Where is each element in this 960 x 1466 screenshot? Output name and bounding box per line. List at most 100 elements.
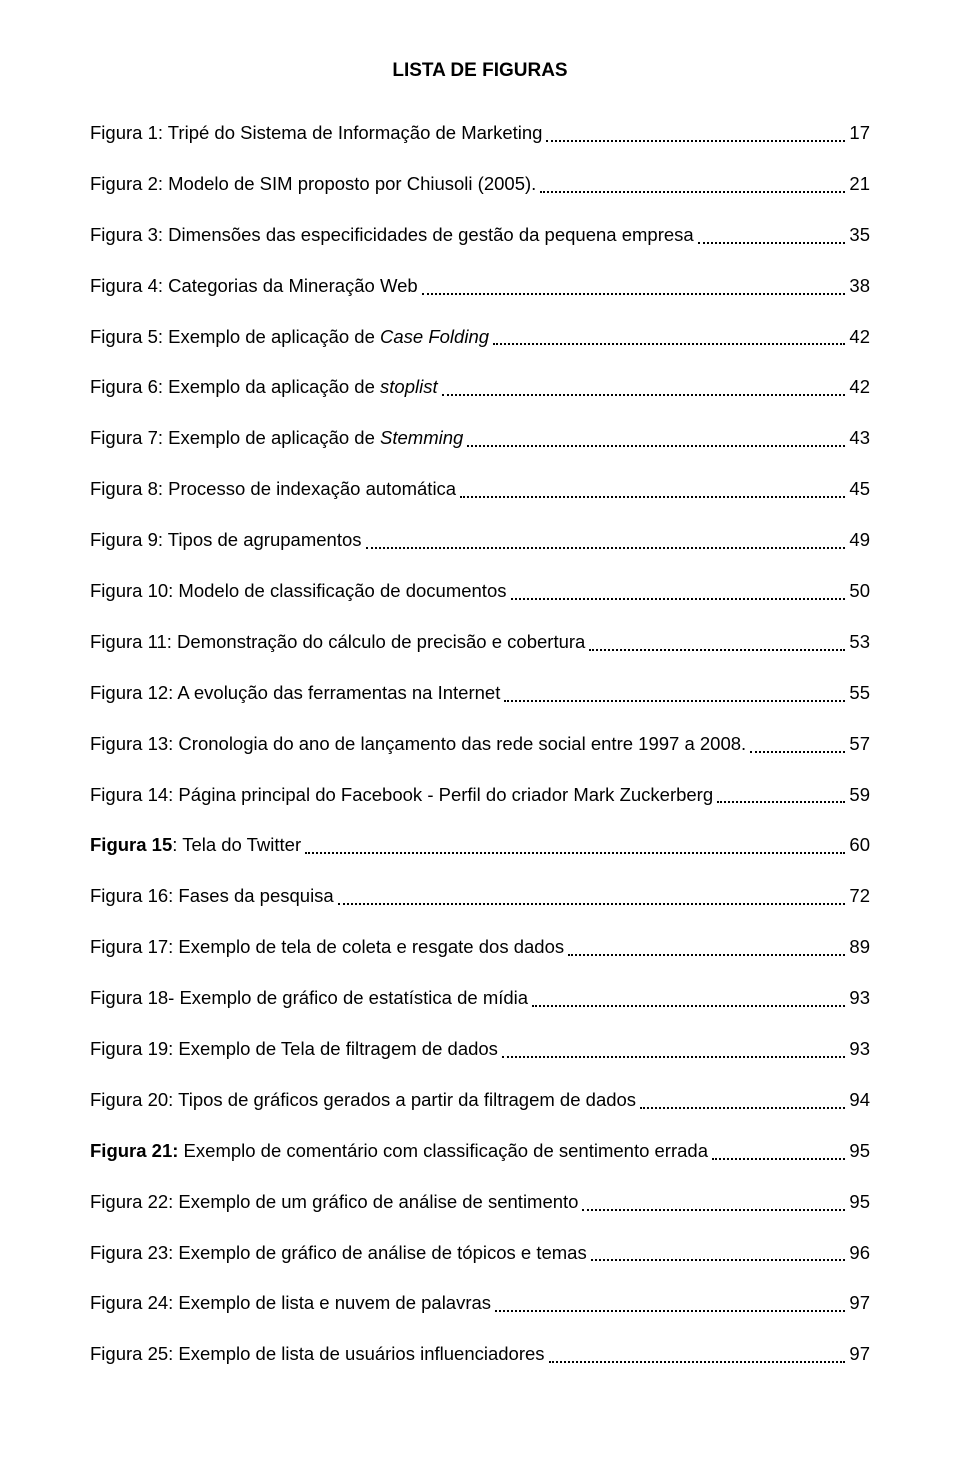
- list-title: LISTA DE FIGURAS: [90, 60, 870, 82]
- dot-leader: [305, 838, 845, 855]
- dot-leader: [493, 329, 845, 346]
- label-italic: Case Folding: [380, 326, 489, 347]
- figure-list: Figura 1: Tripé do Sistema de Informação…: [90, 120, 870, 1367]
- page-number: 53: [849, 629, 870, 655]
- label-text: Figura 7: Exemplo de aplicação de: [90, 427, 380, 448]
- page-number: 95: [849, 1138, 870, 1164]
- dot-leader: [640, 1092, 845, 1109]
- figure-entry: Figura 13: Cronologia do ano de lançamen…: [90, 731, 870, 757]
- page-number: 35: [849, 222, 870, 248]
- page-number: 57: [849, 731, 870, 757]
- dot-leader: [750, 736, 845, 753]
- figure-label: Figura 10: Modelo de classificação de do…: [90, 578, 507, 604]
- page-number: 17: [849, 120, 870, 146]
- page-number: 50: [849, 578, 870, 604]
- figure-label: Figura 12: A evolução das ferramentas na…: [90, 680, 500, 706]
- figure-entry: Figura 23: Exemplo de gráfico de análise…: [90, 1240, 870, 1266]
- dot-leader: [698, 227, 846, 244]
- dot-leader: [532, 990, 845, 1007]
- figure-label: Figura 25: Exemplo de lista de usuários …: [90, 1341, 545, 1367]
- page-number: 89: [849, 934, 870, 960]
- figure-entry: Figura 22: Exemplo de um gráfico de anál…: [90, 1189, 870, 1215]
- page-number: 55: [849, 680, 870, 706]
- figure-label: Figura 18- Exemplo de gráfico de estatís…: [90, 985, 528, 1011]
- figure-entry: Figura 16: Fases da pesquisa 72: [90, 883, 870, 909]
- figure-entry: Figura 2: Modelo de SIM proposto por Chi…: [90, 171, 870, 197]
- figure-entry: Figura 7: Exemplo de aplicação de Stemmi…: [90, 425, 870, 451]
- figure-entry: Figura 21: Exemplo de comentário com cla…: [90, 1138, 870, 1164]
- figure-label: Figura 14: Página principal do Facebook …: [90, 782, 713, 808]
- figure-label: Figura 9: Tipos de agrupamentos: [90, 527, 362, 553]
- figure-label: Figura 6: Exemplo da aplicação de stopli…: [90, 374, 438, 400]
- dot-leader: [712, 1143, 845, 1160]
- dot-leader: [442, 380, 846, 397]
- page-number: 49: [849, 527, 870, 553]
- label-italic: stoplist: [380, 376, 438, 397]
- dot-leader: [460, 481, 845, 498]
- dot-leader: [540, 176, 845, 193]
- figure-entry: Figura 17: Exemplo de tela de coleta e r…: [90, 934, 870, 960]
- label-text: Figura 5: Exemplo de aplicação de: [90, 326, 380, 347]
- page-number: 42: [849, 324, 870, 350]
- figure-label: Figura 20: Tipos de gráficos gerados a p…: [90, 1087, 636, 1113]
- page-number: 95: [849, 1189, 870, 1215]
- dot-leader: [591, 1245, 846, 1262]
- page-number: 38: [849, 273, 870, 299]
- figure-label: Figura 23: Exemplo de gráfico de análise…: [90, 1240, 587, 1266]
- figure-entry: Figura 24: Exemplo de lista e nuvem de p…: [90, 1290, 870, 1316]
- figure-entry: Figura 6: Exemplo da aplicação de stopli…: [90, 374, 870, 400]
- figure-label: Figura 7: Exemplo de aplicação de Stemmi…: [90, 425, 463, 451]
- label-text: Figura 6: Exemplo da aplicação de: [90, 376, 380, 397]
- figure-label: Figura 24: Exemplo de lista e nuvem de p…: [90, 1290, 491, 1316]
- dot-leader: [546, 125, 845, 142]
- figure-label: Figura 16: Fases da pesquisa: [90, 883, 334, 909]
- page-number: 60: [849, 832, 870, 858]
- page-number: 43: [849, 425, 870, 451]
- dot-leader: [366, 532, 846, 549]
- label-bold: Figura 21:: [90, 1140, 178, 1161]
- dot-leader: [582, 1194, 845, 1211]
- figure-entry: Figura 25: Exemplo de lista de usuários …: [90, 1341, 870, 1367]
- label-text: Exemplo de comentário com classificação …: [178, 1140, 708, 1161]
- dot-leader: [467, 431, 845, 448]
- page-number: 94: [849, 1087, 870, 1113]
- label-italic: Stemming: [380, 427, 463, 448]
- page-number: 72: [849, 883, 870, 909]
- page-number: 59: [849, 782, 870, 808]
- dot-leader: [495, 1296, 845, 1313]
- dot-leader: [422, 278, 846, 295]
- dot-leader: [504, 685, 845, 702]
- figure-label: Figura 19: Exemplo de Tela de filtragem …: [90, 1036, 498, 1062]
- page-number: 96: [849, 1240, 870, 1266]
- figure-label: Figura 11: Demonstração do cálculo de pr…: [90, 629, 585, 655]
- figure-entry: Figura 19: Exemplo de Tela de filtragem …: [90, 1036, 870, 1062]
- figure-entry: Figura 12: A evolução das ferramentas na…: [90, 680, 870, 706]
- dot-leader: [511, 583, 846, 600]
- figure-entry: Figura 18- Exemplo de gráfico de estatís…: [90, 985, 870, 1011]
- page-number: 97: [849, 1341, 870, 1367]
- figure-entry: Figura 3: Dimensões das especificidades …: [90, 222, 870, 248]
- label-bold: Figura 15: [90, 834, 172, 855]
- figure-entry: Figura 5: Exemplo de aplicação de Case F…: [90, 324, 870, 350]
- figure-entry: Figura 10: Modelo de classificação de do…: [90, 578, 870, 604]
- figure-label: Figura 5: Exemplo de aplicação de Case F…: [90, 324, 489, 350]
- dot-leader: [717, 787, 845, 804]
- figure-entry: Figura 9: Tipos de agrupamentos 49: [90, 527, 870, 553]
- figure-label: Figura 4: Categorias da Mineração Web: [90, 273, 418, 299]
- figure-label: Figura 13: Cronologia do ano de lançamen…: [90, 731, 746, 757]
- figure-entry: Figura 20: Tipos de gráficos gerados a p…: [90, 1087, 870, 1113]
- page-number: 45: [849, 476, 870, 502]
- figure-entry: Figura 4: Categorias da Mineração Web 38: [90, 273, 870, 299]
- page-number: 93: [849, 985, 870, 1011]
- figure-label: Figura 17: Exemplo de tela de coleta e r…: [90, 934, 564, 960]
- dot-leader: [338, 889, 846, 906]
- figure-label: Figura 21: Exemplo de comentário com cla…: [90, 1138, 708, 1164]
- dot-leader: [502, 1041, 845, 1058]
- figure-entry: Figura 8: Processo de indexação automáti…: [90, 476, 870, 502]
- figure-entry: Figura 15: Tela do Twitter 60: [90, 832, 870, 858]
- figure-label: Figura 3: Dimensões das especificidades …: [90, 222, 694, 248]
- figure-entry: Figura 1: Tripé do Sistema de Informação…: [90, 120, 870, 146]
- label-text: : Tela do Twitter: [172, 834, 301, 855]
- figure-label: Figura 8: Processo de indexação automáti…: [90, 476, 456, 502]
- dot-leader: [589, 634, 845, 651]
